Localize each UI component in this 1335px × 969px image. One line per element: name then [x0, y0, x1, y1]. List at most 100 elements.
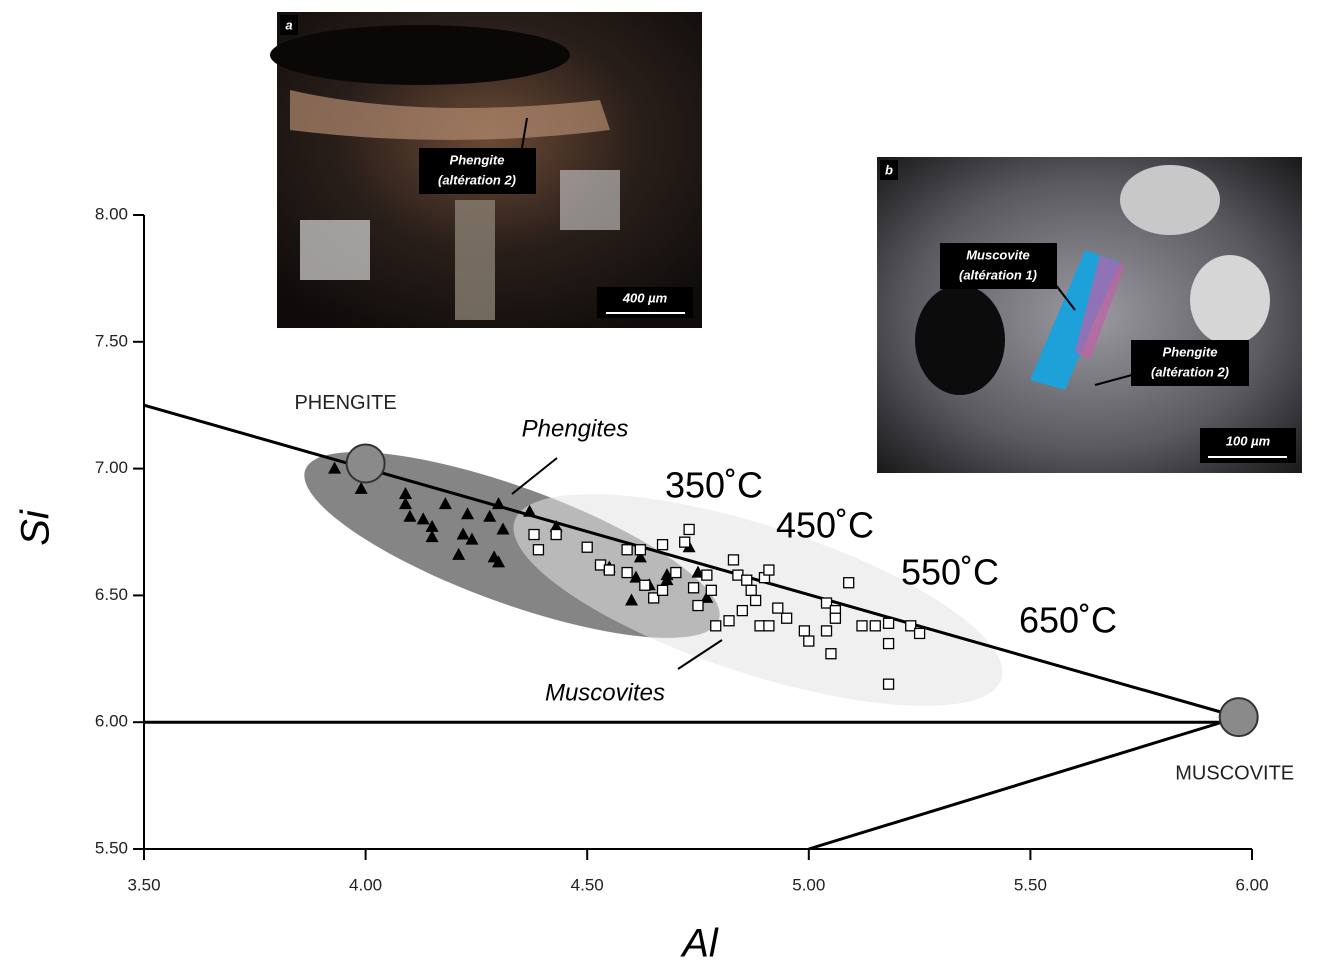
- inset-label: Muscovite: [966, 247, 1030, 262]
- square-point: [528, 528, 540, 541]
- square-point: [905, 620, 917, 632]
- square-point: [621, 566, 633, 579]
- leader: [677, 639, 723, 670]
- triangle-point: [633, 550, 647, 563]
- square-point: [692, 599, 704, 612]
- photo-detail: [290, 90, 610, 140]
- square-point: [913, 627, 926, 640]
- square-point: [656, 539, 669, 551]
- square-point: [820, 625, 833, 637]
- square-point: [656, 584, 669, 596]
- y-tick-label: 6.50: [95, 585, 128, 604]
- label-box: [1131, 340, 1249, 386]
- triangle-point: [328, 461, 342, 474]
- square-point: [621, 544, 633, 556]
- temperature-label: 650˚C: [1019, 600, 1117, 641]
- square-point: [820, 597, 833, 609]
- reference-line: [808, 715, 1240, 851]
- square-point: [634, 544, 647, 556]
- temperature-label: 350˚C: [665, 465, 763, 506]
- photo-detail: [1120, 165, 1220, 235]
- label-box: [940, 243, 1057, 289]
- square-point: [780, 612, 793, 624]
- triangle-point: [660, 573, 674, 586]
- photo-detail: [300, 220, 370, 280]
- square-point: [882, 617, 895, 629]
- square-point: [723, 615, 735, 627]
- square-point: [648, 592, 660, 604]
- inset-a: a Phengite (altération 2) 400 µm: [270, 12, 702, 328]
- inset-label: Phengite: [450, 152, 505, 167]
- inset-label: (altération 2): [438, 172, 516, 187]
- x-tick-label: 3.50: [127, 875, 160, 894]
- photo-detail: [1075, 255, 1125, 360]
- square-point: [882, 637, 895, 650]
- square-point: [727, 554, 740, 566]
- triangle-point: [425, 530, 439, 543]
- field-label: Muscovites: [545, 679, 665, 706]
- reference-line: [143, 403, 1240, 719]
- leader: [521, 117, 528, 149]
- triangle-point: [461, 507, 475, 520]
- endmember-point: [1218, 697, 1259, 738]
- square-point: [532, 544, 545, 556]
- y-tick-label: 8.00: [95, 204, 128, 223]
- triangle-point: [438, 497, 452, 510]
- scale-label: 100 µm: [1226, 433, 1271, 448]
- temperature-label: 550˚C: [901, 552, 999, 593]
- triangle-point: [425, 519, 439, 532]
- inset-letter: a: [285, 17, 292, 32]
- square-point: [683, 523, 695, 536]
- inset-b: b Muscovite (altération 1) Phengite (alt…: [877, 157, 1302, 473]
- y-tick-label: 7.00: [95, 458, 128, 477]
- square-point: [749, 594, 762, 607]
- square-point: [705, 584, 717, 596]
- square-point: [639, 579, 651, 591]
- square-point: [772, 602, 784, 614]
- square-point: [803, 635, 815, 647]
- y-tick-label: 6.00: [95, 712, 128, 731]
- square-point: [550, 528, 562, 541]
- label-box: [280, 15, 298, 35]
- square-point: [745, 584, 757, 596]
- triangle-point: [492, 497, 506, 510]
- photo-detail: [270, 25, 570, 85]
- square-point: [843, 577, 855, 589]
- square-point: [603, 564, 616, 576]
- label-box: [419, 148, 536, 194]
- triangle-point: [398, 486, 412, 499]
- field-label: Phengites: [522, 415, 629, 442]
- square-point: [856, 620, 868, 632]
- x-tick-label: 4.00: [349, 875, 382, 894]
- square-point: [581, 541, 593, 553]
- endmember-label: PHENGITE: [294, 392, 396, 414]
- square-point: [670, 566, 682, 579]
- endmember-label: MUSCOVITE: [1175, 762, 1294, 784]
- triangle-point: [483, 509, 497, 522]
- triangle-point: [625, 593, 639, 606]
- square-point: [798, 625, 811, 637]
- square-point: [710, 620, 722, 632]
- endmember-point: [345, 443, 386, 484]
- square-point: [736, 604, 748, 617]
- triangle-point: [465, 532, 479, 545]
- square-point: [825, 648, 837, 660]
- square-point: [741, 574, 753, 586]
- y-tick-label: 7.50: [95, 331, 128, 350]
- photo-detail: [1190, 255, 1270, 345]
- triangle-point: [354, 481, 368, 494]
- triangle-point: [523, 504, 537, 517]
- square-point: [869, 620, 881, 632]
- temperature-label: 450˚C: [776, 505, 874, 546]
- x-tick-label: 5.50: [1014, 875, 1047, 894]
- triangle-point: [416, 512, 430, 525]
- triangle-point: [456, 527, 470, 540]
- inset-label: (altération 2): [1151, 364, 1229, 379]
- triangle-point: [398, 497, 412, 510]
- triangle-point: [403, 509, 417, 522]
- leader: [511, 457, 558, 495]
- x-tick-label: 5.00: [792, 875, 825, 894]
- y-tick-label: 5.50: [95, 838, 128, 857]
- scale-label: 400 µm: [622, 290, 668, 305]
